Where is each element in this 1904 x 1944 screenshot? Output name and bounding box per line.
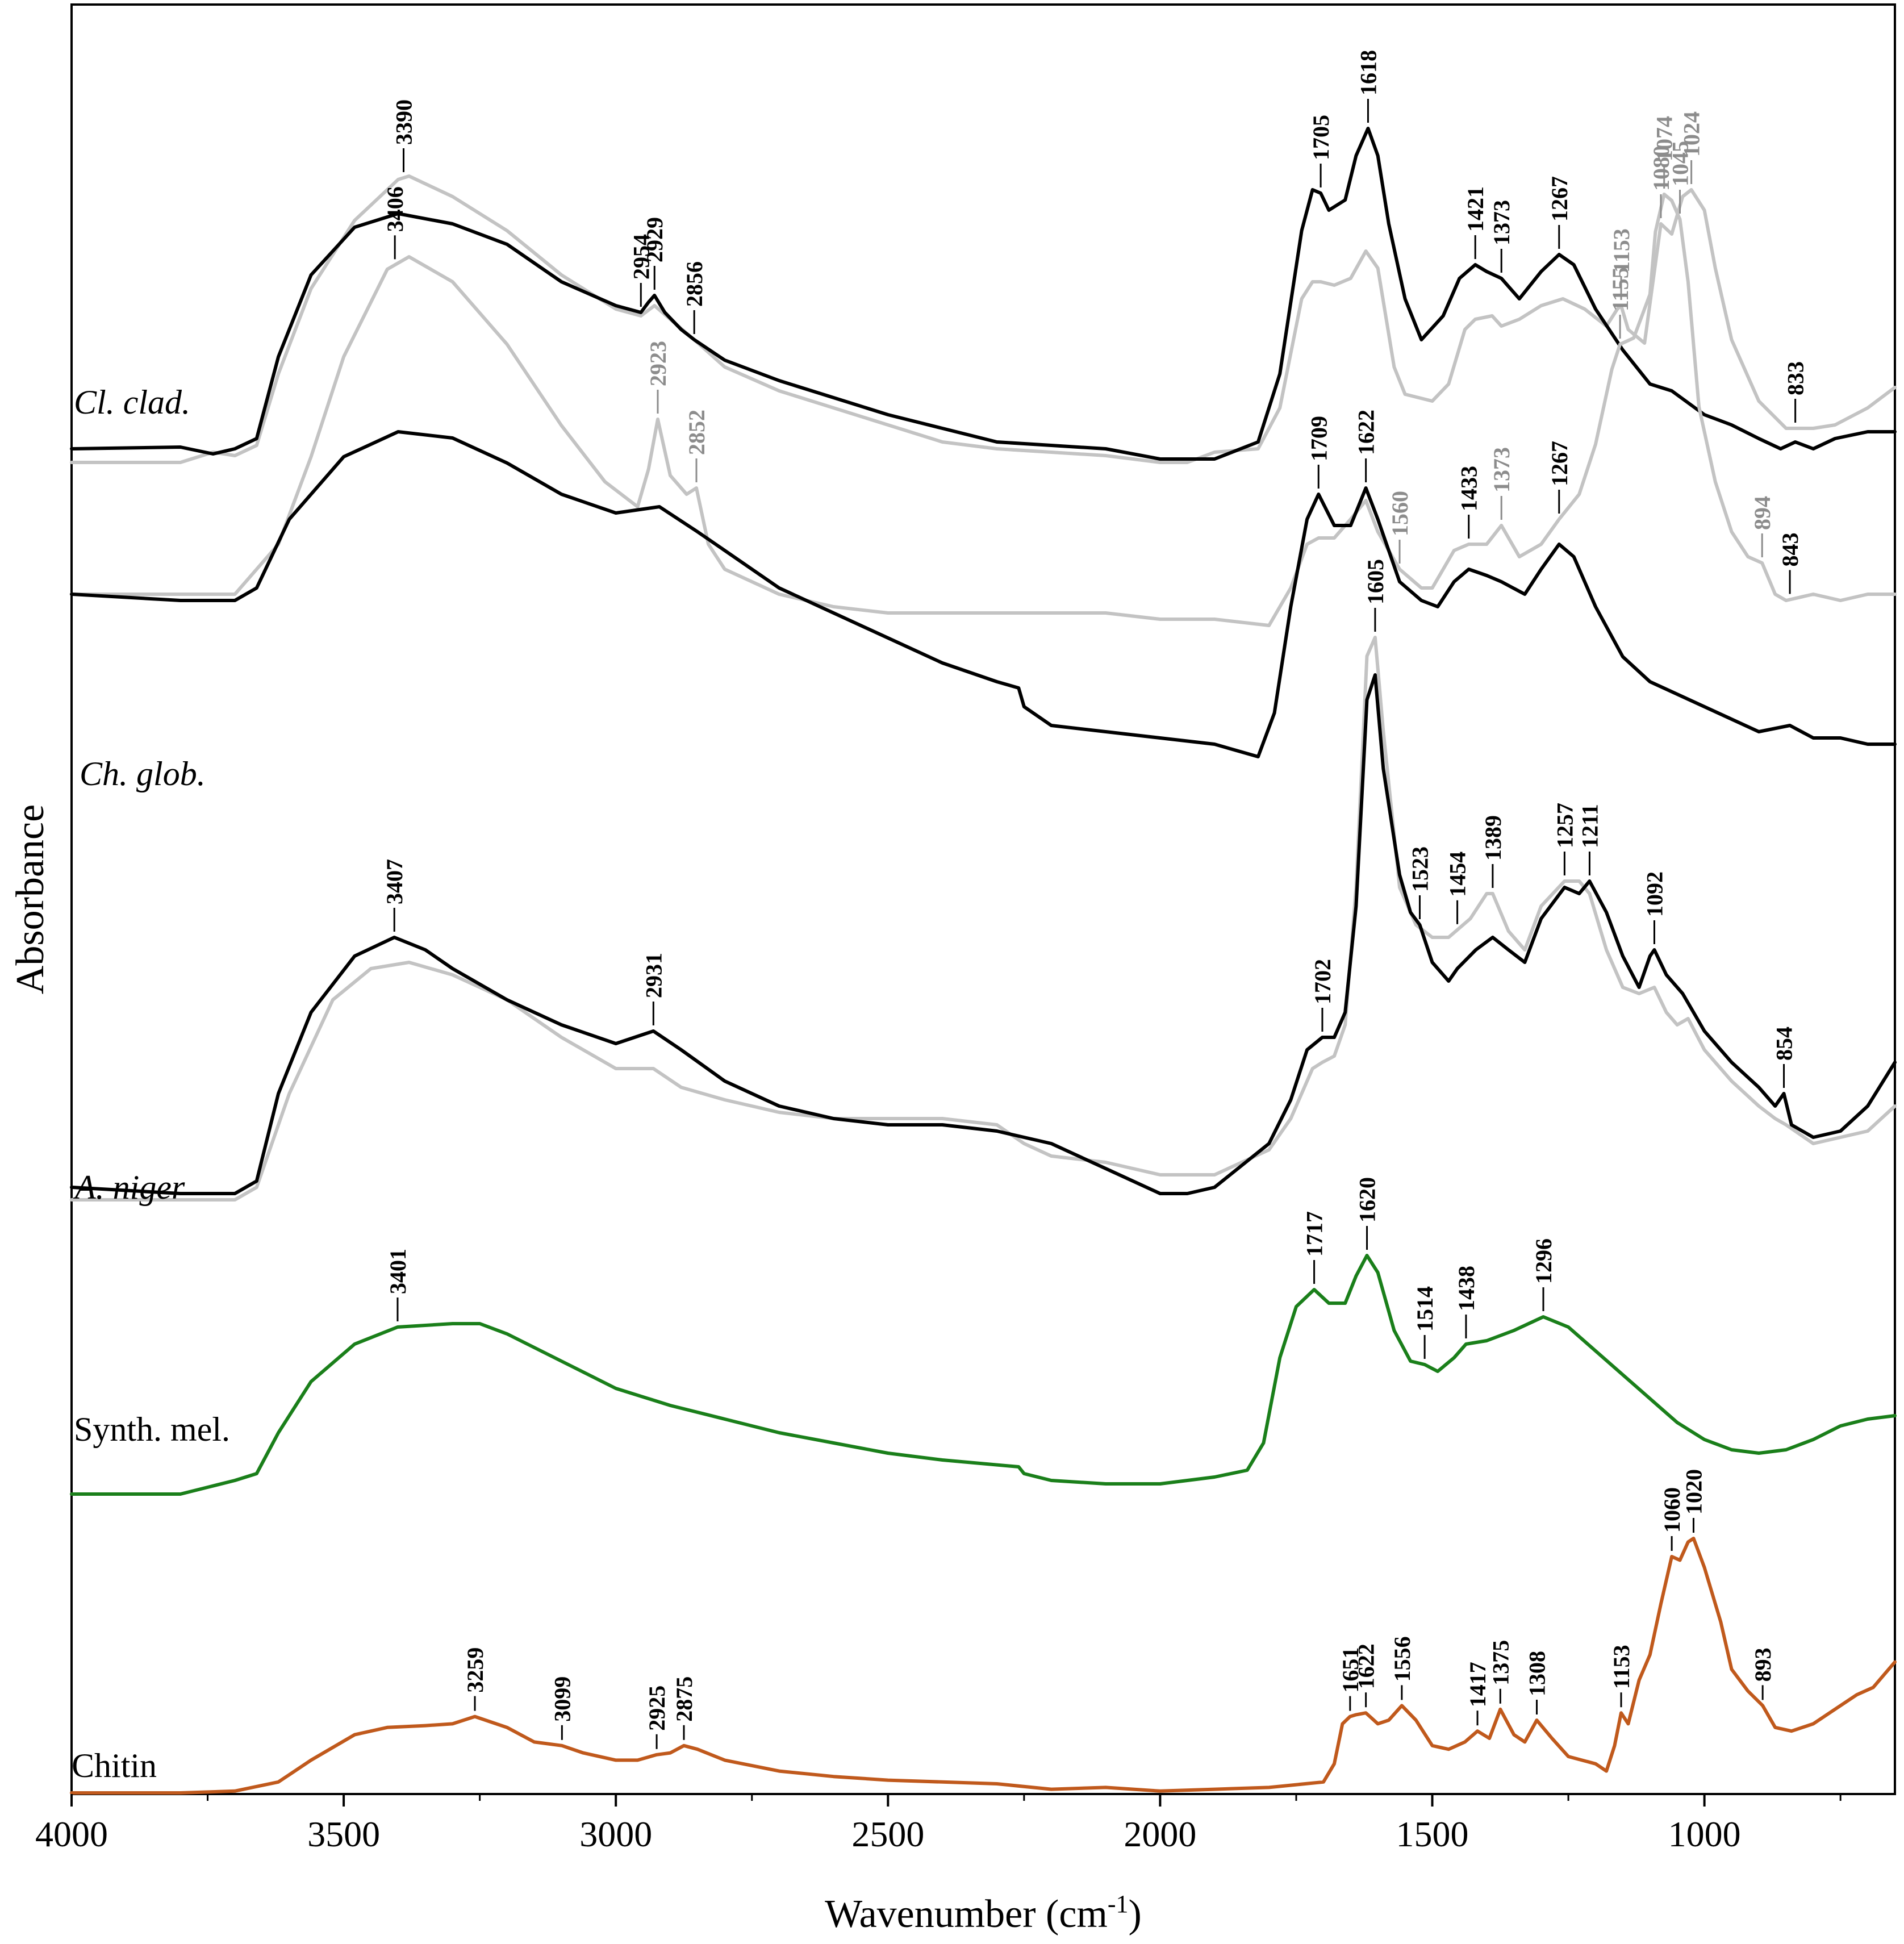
peak-label-cl-clad-1421: 1421 [1463, 186, 1488, 232]
series-line-chitin [70, 1537, 1897, 1795]
peak-label-a-niger-1092: 1092 [1642, 871, 1667, 917]
peak-label-a-niger-1257: 1257 [1552, 803, 1577, 848]
peak-label-chitin-1153: 1153 [1609, 1645, 1634, 1689]
peak-label-cl-clad-2929: 2929 [642, 217, 667, 262]
series-line-cl-clad-sample [70, 127, 1897, 461]
series-line-synthetic-melanin [70, 1254, 1897, 1496]
x-axis: 4000 3500 3000 2500 2000 1500 1000 [35, 1794, 1842, 1854]
x-axis-title-superscript: -1 [1108, 1890, 1129, 1918]
x-tick-label-3000: 3000 [579, 1814, 652, 1854]
peak-label-a-niger-1454: 1454 [1445, 852, 1471, 897]
peak-label-synth-mel-1438: 1438 [1454, 1266, 1479, 1311]
peak-label-chitin-1308: 1308 [1524, 1651, 1550, 1696]
peak-label-synth-mel-1514: 1514 [1412, 1286, 1438, 1332]
peak-label-ch-glob-3406: 3406 [382, 186, 408, 232]
peak-label-ch-glob-1709: 1709 [1306, 416, 1331, 461]
series-layer [70, 127, 1897, 1795]
trace-label-a-niger: A. niger [73, 1169, 185, 1206]
peak-label-chitin-2875: 2875 [671, 1676, 697, 1722]
peak-label-cl-clad-1024: 1024 [1679, 111, 1705, 157]
x-tick-label-3500: 3500 [307, 1814, 380, 1854]
peak-label-cl-clad-1080: 1080 [1648, 145, 1674, 191]
peak-label-a-niger-854: 854 [1772, 1027, 1797, 1061]
peak-label-a-niger-1523: 1523 [1407, 846, 1433, 892]
peak-label-ch-glob-1074: 1074 [1652, 116, 1677, 161]
peak-label-a-niger-3407: 3407 [382, 859, 407, 904]
peak-label-chitin-3259: 3259 [462, 1647, 488, 1693]
peak-label-cl-clad-833: 833 [1783, 361, 1809, 395]
x-tick-label-2000: 2000 [1124, 1814, 1196, 1854]
peak-label-synth-mel-3401: 3401 [385, 1249, 411, 1294]
plot-border [70, 3, 1896, 1795]
peak-label-chitin-1020: 1020 [1681, 1469, 1706, 1515]
trace-label-chitin: Chitin [72, 1747, 157, 1784]
peak-label-a-niger-2931: 2931 [641, 953, 666, 998]
series-line-ch-glob-sample [70, 430, 1897, 758]
x-tick-label-1000: 1000 [1668, 1814, 1741, 1854]
trace-label-synth-mel: Synth. mel. [74, 1411, 230, 1448]
trace-label-layer: Cl. clad. Ch. glob. A. niger Synth. mel. Chi… [72, 383, 230, 1784]
peak-label-ch-glob-1267: 1267 [1547, 441, 1572, 486]
peak-label-a-niger-1605: 1605 [1363, 559, 1388, 604]
peak-label-cl-clad-3390: 3390 [391, 99, 417, 145]
peak-label-chitin-1651: 1651 [1338, 1647, 1363, 1693]
peak-label-ch-glob-1045: 1045 [1668, 141, 1693, 186]
trace-label-cl-clad: Cl. clad. [74, 383, 190, 421]
peak-label-chitin-1556: 1556 [1389, 1636, 1415, 1682]
peak-label-chitin-1417: 1417 [1465, 1662, 1490, 1707]
peak-label-ch-glob-1433: 1433 [1456, 466, 1482, 511]
peak-label-cl-clad-2954: 2954 [628, 234, 654, 279]
peak-label-chitin-3099: 3099 [549, 1676, 575, 1722]
y-axis-title: Absorbance [9, 804, 52, 994]
peak-label-cl-clad-2856: 2856 [682, 261, 707, 307]
peak-label-synth-mel-1717: 1717 [1302, 1211, 1327, 1257]
peak-label-synth-mel-1296: 1296 [1531, 1238, 1556, 1284]
peak-label-a-niger-1389: 1389 [1480, 815, 1506, 861]
peak-label-chitin-1060: 1060 [1659, 1487, 1685, 1533]
trace-label-ch-glob: Ch. glob. [80, 755, 206, 792]
peak-label-ch-glob-1622: 1622 [1354, 410, 1379, 455]
x-tick-label-1500: 1500 [1396, 1814, 1469, 1854]
plot-frame [70, 3, 1896, 1795]
peak-label-ch-glob-2852: 2852 [684, 410, 709, 455]
peak-label-ch-glob-1560: 1560 [1387, 491, 1413, 536]
peak-label-cl-clad-1705: 1705 [1308, 115, 1334, 160]
peak-label-ch-glob-1373: 1373 [1489, 447, 1514, 493]
peak-label-a-niger-1702: 1702 [1310, 959, 1335, 1004]
x-tick-label-4000: 4000 [35, 1814, 108, 1854]
peak-label-cl-clad-1267: 1267 [1547, 176, 1572, 222]
series-line-cl-clad-reference [70, 174, 1897, 464]
peak-label-a-niger-1211: 1211 [1577, 804, 1602, 848]
peak-label-ch-glob-843: 843 [1777, 532, 1803, 566]
peak-label-ch-glob-2923: 2923 [645, 341, 671, 386]
series-line-a-niger-sample [70, 673, 1897, 1195]
x-axis-title-suffix: ) [1129, 1892, 1142, 1936]
peak-label-chitin-1375: 1375 [1488, 1640, 1513, 1686]
peak-label-synth-mel-1620: 1620 [1355, 1177, 1380, 1223]
peak-label-chitin-893: 893 [1750, 1647, 1776, 1682]
x-axis-title-main: Wavenumber (cm [825, 1892, 1108, 1936]
peak-label-cl-clad-1373: 1373 [1489, 200, 1514, 245]
peak-label-cl-clad-1618: 1618 [1355, 50, 1381, 95]
x-tick-label-2500: 2500 [851, 1814, 924, 1854]
peak-label-ch-glob-1155: 1155 [1607, 267, 1633, 311]
peak-label-chitin-2925: 2925 [644, 1686, 670, 1731]
peak-label-chitin-1622: 1622 [1354, 1643, 1379, 1689]
peak-label-cl-clad-1153: 1153 [1609, 228, 1634, 273]
peak-label-ch-glob-894: 894 [1749, 496, 1775, 530]
x-axis-title: Wavenumber (cm-1) [825, 1890, 1142, 1936]
